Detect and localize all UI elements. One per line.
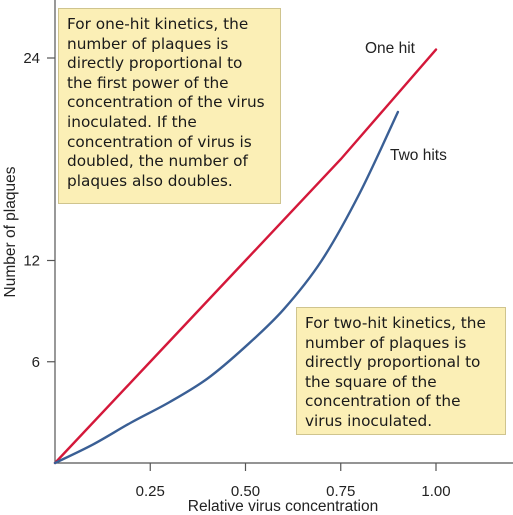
one-hit-annotation: For one-hit kinetics, the number of plaq…	[58, 8, 281, 204]
series-label-one-hit: One hit	[365, 40, 416, 57]
two-hit-annotation-text: For two-hit kinetics, the number of plaq…	[305, 314, 486, 430]
x-tick-label: 0.50	[231, 483, 260, 500]
one-hit-annotation-text: For one-hit kinetics, the number of plaq…	[67, 15, 265, 190]
two-hits-curve	[53, 110, 400, 465]
y-axis-label: Number of plaques	[2, 166, 19, 297]
chart-labels: One hit Two hits Relative virus concentrat…	[2, 40, 447, 515]
data-series	[53, 48, 438, 465]
y-tick-label: 12	[23, 253, 40, 270]
axis-ticks: 0.25 0.50 0.75 1.00 6 12 24	[23, 50, 450, 500]
y-tick-label: 24	[23, 50, 40, 67]
x-axis-label: Relative virus concentration	[188, 498, 378, 515]
series-label-two-hits: Two hits	[390, 147, 447, 164]
two-hit-annotation: For two-hit kinetics, the number of plaq…	[296, 307, 506, 435]
x-tick-label: 0.75	[326, 483, 355, 500]
x-tick-label: 1.00	[421, 483, 450, 500]
one-hit-line	[53, 48, 438, 465]
y-tick-label: 6	[32, 354, 40, 371]
x-tick-label: 0.25	[136, 483, 165, 500]
axes	[54, 0, 513, 464]
